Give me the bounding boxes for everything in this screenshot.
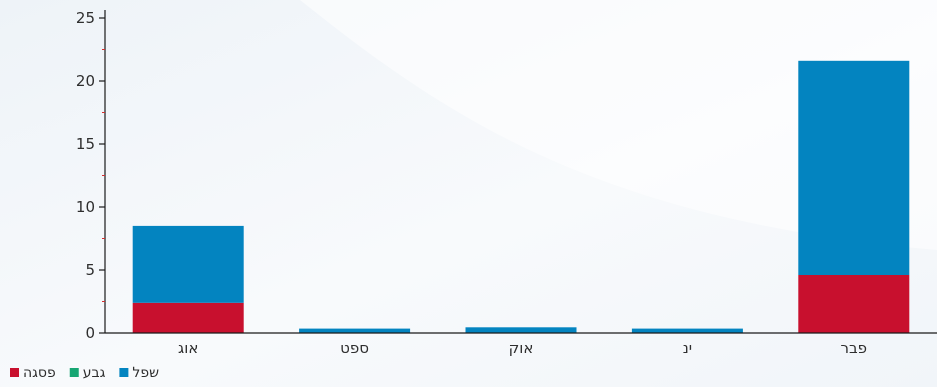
y-tick-label: 0 [85,324,95,342]
bar-segment [798,60,910,275]
legend-label: שפל [132,365,159,381]
x-tick-label: אוק [509,339,534,357]
legend-swatch [119,368,129,377]
background-swoosh [300,0,937,250]
legend: פסגה גבע שפל [10,365,159,381]
bar-segment [465,327,577,333]
legend-swatch [10,368,19,377]
y-tick-label: 25 [76,9,95,27]
y-tick-label: 20 [76,72,95,90]
axis-layer: אוג ספט אוק ינ פבר 0 5 10 15 20 25 [76,9,937,357]
legend-label: גבע [83,365,106,381]
y-tick-label: 5 [85,261,95,279]
y-tick-label: 10 [76,198,95,216]
y-tick-label: 15 [76,135,95,153]
legend-label: פסגה [23,365,56,381]
x-tick-label: פבר [841,339,868,357]
bar-segment [631,328,743,333]
legend-swatch [69,368,79,377]
x-tick-label: ינ [683,339,692,357]
x-tick-label: אוג [178,339,198,357]
x-tick-label: ספט [340,339,369,357]
bar-segment [132,302,244,333]
bar-segment [798,275,910,333]
bar-segment [299,328,411,333]
bar-segment [132,225,244,303]
bars-layer [132,60,910,333]
